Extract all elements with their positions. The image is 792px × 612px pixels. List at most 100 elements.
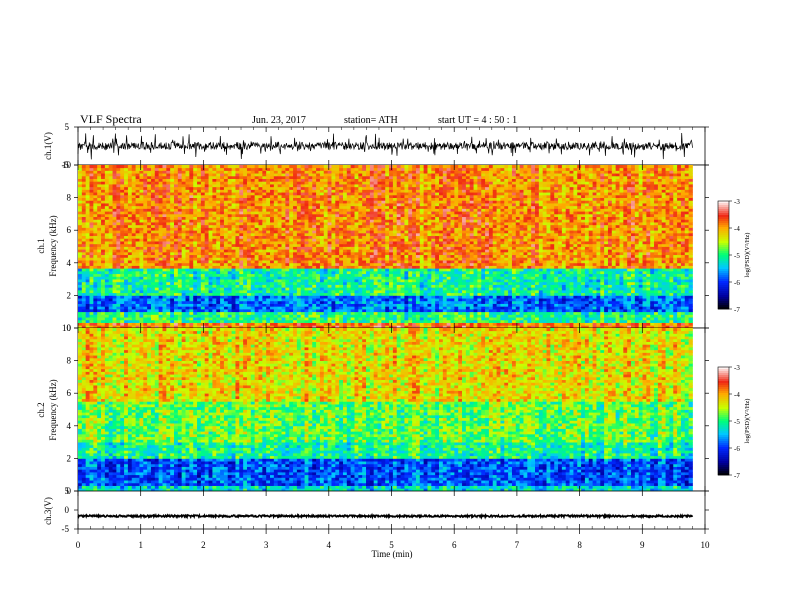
ch1-spectrogram-cell bbox=[312, 325, 317, 329]
ch1-spectrogram-cell bbox=[342, 224, 348, 228]
ch1-spectrogram-cell bbox=[150, 276, 156, 280]
ch1-spectrogram-cell bbox=[139, 192, 144, 196]
ch1-spectrogram-cell bbox=[366, 268, 371, 272]
ch1-spectrogram-cell bbox=[231, 173, 236, 177]
ch1-spectrogram-cell bbox=[127, 300, 133, 304]
ch1-spectrogram-cell bbox=[193, 322, 198, 326]
ch1-spectrogram-cell bbox=[270, 224, 275, 228]
ch1-spectrogram-cell bbox=[116, 292, 121, 296]
ch1-spectrogram-cell bbox=[373, 249, 378, 253]
ch1-spectrogram-cell bbox=[281, 167, 286, 171]
ch1-spectrogram-cell bbox=[366, 276, 371, 280]
ch1-spectrogram-cell bbox=[346, 287, 352, 291]
ch1-spectrogram-cell bbox=[197, 173, 202, 177]
ch1-spectrogram-cell bbox=[296, 276, 302, 280]
ch1-spectrogram-cell bbox=[354, 194, 359, 198]
ch1-spectrogram-cell bbox=[104, 227, 110, 231]
ch1-spectrogram-cell bbox=[369, 292, 375, 296]
ch1-spectrogram-cell bbox=[93, 165, 98, 169]
ch1-spectrogram-cell bbox=[185, 178, 190, 182]
ch1-spectrogram-cell bbox=[262, 303, 267, 307]
ch1-spectrogram-cell bbox=[166, 254, 171, 258]
ch1-spectrogram-cell bbox=[227, 173, 233, 177]
ch1-spectrogram-cell bbox=[116, 289, 121, 294]
ch1-spectrogram-cell bbox=[166, 224, 171, 228]
ch1-spectrogram-cell bbox=[101, 260, 106, 264]
ch1-spectrogram-cell bbox=[277, 251, 282, 256]
ch1-spectrogram-cell bbox=[216, 224, 221, 228]
ch1-spectrogram-cell bbox=[243, 186, 248, 190]
ch1-spectrogram-cell bbox=[385, 300, 390, 304]
ch1-spectrogram-cell bbox=[131, 289, 137, 294]
ch1-spectrogram-cell bbox=[258, 251, 263, 256]
ch1-spectrogram-cell bbox=[177, 325, 183, 329]
ch1-spectrogram-cell bbox=[262, 268, 267, 272]
ch1-spectrogram-cell bbox=[235, 317, 240, 321]
ch1-spectrogram-cell bbox=[316, 213, 321, 218]
ch1-spectrogram-cell bbox=[216, 303, 221, 307]
ch1-spectrogram-cell bbox=[208, 262, 213, 266]
ch1-spectrogram-cell bbox=[212, 306, 217, 310]
ch1-spectrogram-cell bbox=[319, 227, 325, 231]
ch1-spectrogram-cell bbox=[124, 322, 129, 326]
ch1-spectrogram-cell bbox=[131, 230, 137, 234]
ch1-spectrogram-cell bbox=[308, 232, 313, 237]
ch1-spectrogram-cell bbox=[327, 208, 332, 212]
ch1-spectrogram-cell bbox=[346, 238, 352, 242]
ch1-spectrogram-cell bbox=[150, 303, 156, 307]
ch1-spectrogram-cell bbox=[239, 194, 244, 198]
ch1-spectrogram-cell bbox=[289, 279, 294, 283]
ch1-spectrogram-cell bbox=[281, 216, 286, 220]
ch1-spectrogram-cell bbox=[112, 265, 117, 269]
ch1-spectrogram-cell bbox=[296, 287, 302, 291]
ch1-spectrogram-cell bbox=[212, 268, 217, 272]
ch1-spectrogram-cell bbox=[377, 219, 382, 223]
ch1-spectrogram-cell bbox=[93, 289, 98, 294]
ch1-spectrogram-cell bbox=[262, 276, 267, 280]
ch1-spectrogram-cell bbox=[304, 325, 309, 329]
ch1-spectrogram-cell bbox=[300, 205, 305, 209]
ch1-spectrogram-cell bbox=[212, 273, 217, 277]
ch1-spectrogram-cell bbox=[143, 322, 148, 326]
ch1-spectrogram-cell bbox=[312, 173, 317, 177]
ch1-spectrogram-cell bbox=[120, 167, 125, 171]
ch1-spectrogram-cell bbox=[124, 181, 129, 185]
ch1-spectrogram-cell bbox=[358, 205, 363, 209]
ch1-spectrogram-cell bbox=[392, 192, 398, 196]
ch1-spectrogram-cell bbox=[89, 222, 94, 226]
ch1-spectrogram-cell bbox=[162, 178, 167, 182]
ch1-spectrogram-cell bbox=[346, 222, 352, 226]
ch1-spectrogram-cell bbox=[227, 289, 233, 294]
ch1-spectrogram-cell bbox=[385, 186, 390, 190]
ch1-spectrogram-cell bbox=[266, 241, 271, 245]
ch1-spectrogram-cell bbox=[124, 262, 129, 266]
ch1-spectrogram-cell bbox=[143, 262, 148, 266]
ch1-spectrogram-cell bbox=[216, 298, 221, 302]
ch1-spectrogram-cell bbox=[358, 260, 363, 264]
ch1-spectrogram-cell bbox=[131, 303, 137, 307]
ch1-spectrogram-cell bbox=[331, 270, 336, 275]
ch1-spectrogram-cell bbox=[193, 279, 198, 283]
ch1-spectrogram-cell bbox=[366, 227, 371, 231]
ch1-spectrogram-cell bbox=[135, 270, 140, 275]
ch1-spectrogram-cell bbox=[339, 249, 344, 253]
ch1-spectrogram-cell bbox=[223, 181, 229, 185]
ch1-spectrogram-cell bbox=[327, 246, 332, 250]
ch1-spectrogram-cell bbox=[350, 194, 355, 198]
ch1-spectrogram-cell bbox=[93, 181, 98, 185]
ch1-spectrogram-cell bbox=[354, 227, 359, 231]
ch1-spectrogram-cell bbox=[323, 317, 329, 321]
ch1-spectrogram-cell bbox=[223, 254, 229, 258]
ch1-spectrogram-cell bbox=[174, 243, 179, 247]
ch1-spectrogram-cell bbox=[177, 270, 183, 275]
ch1-spectrogram-cell bbox=[212, 167, 217, 171]
ch1-spectrogram-cell bbox=[124, 298, 129, 302]
ch1-spectrogram-cell bbox=[258, 224, 263, 228]
ch1-spectrogram-cell bbox=[101, 173, 106, 177]
ch1-spectrogram-cell bbox=[312, 273, 317, 277]
ch1-spectrogram-cell bbox=[281, 292, 286, 296]
ch1-spectrogram-cell bbox=[124, 167, 129, 171]
ch1-spectrogram-cell bbox=[323, 211, 329, 215]
ch1-spectrogram-cell bbox=[254, 205, 259, 209]
ch1-spectrogram-cell bbox=[250, 325, 256, 329]
